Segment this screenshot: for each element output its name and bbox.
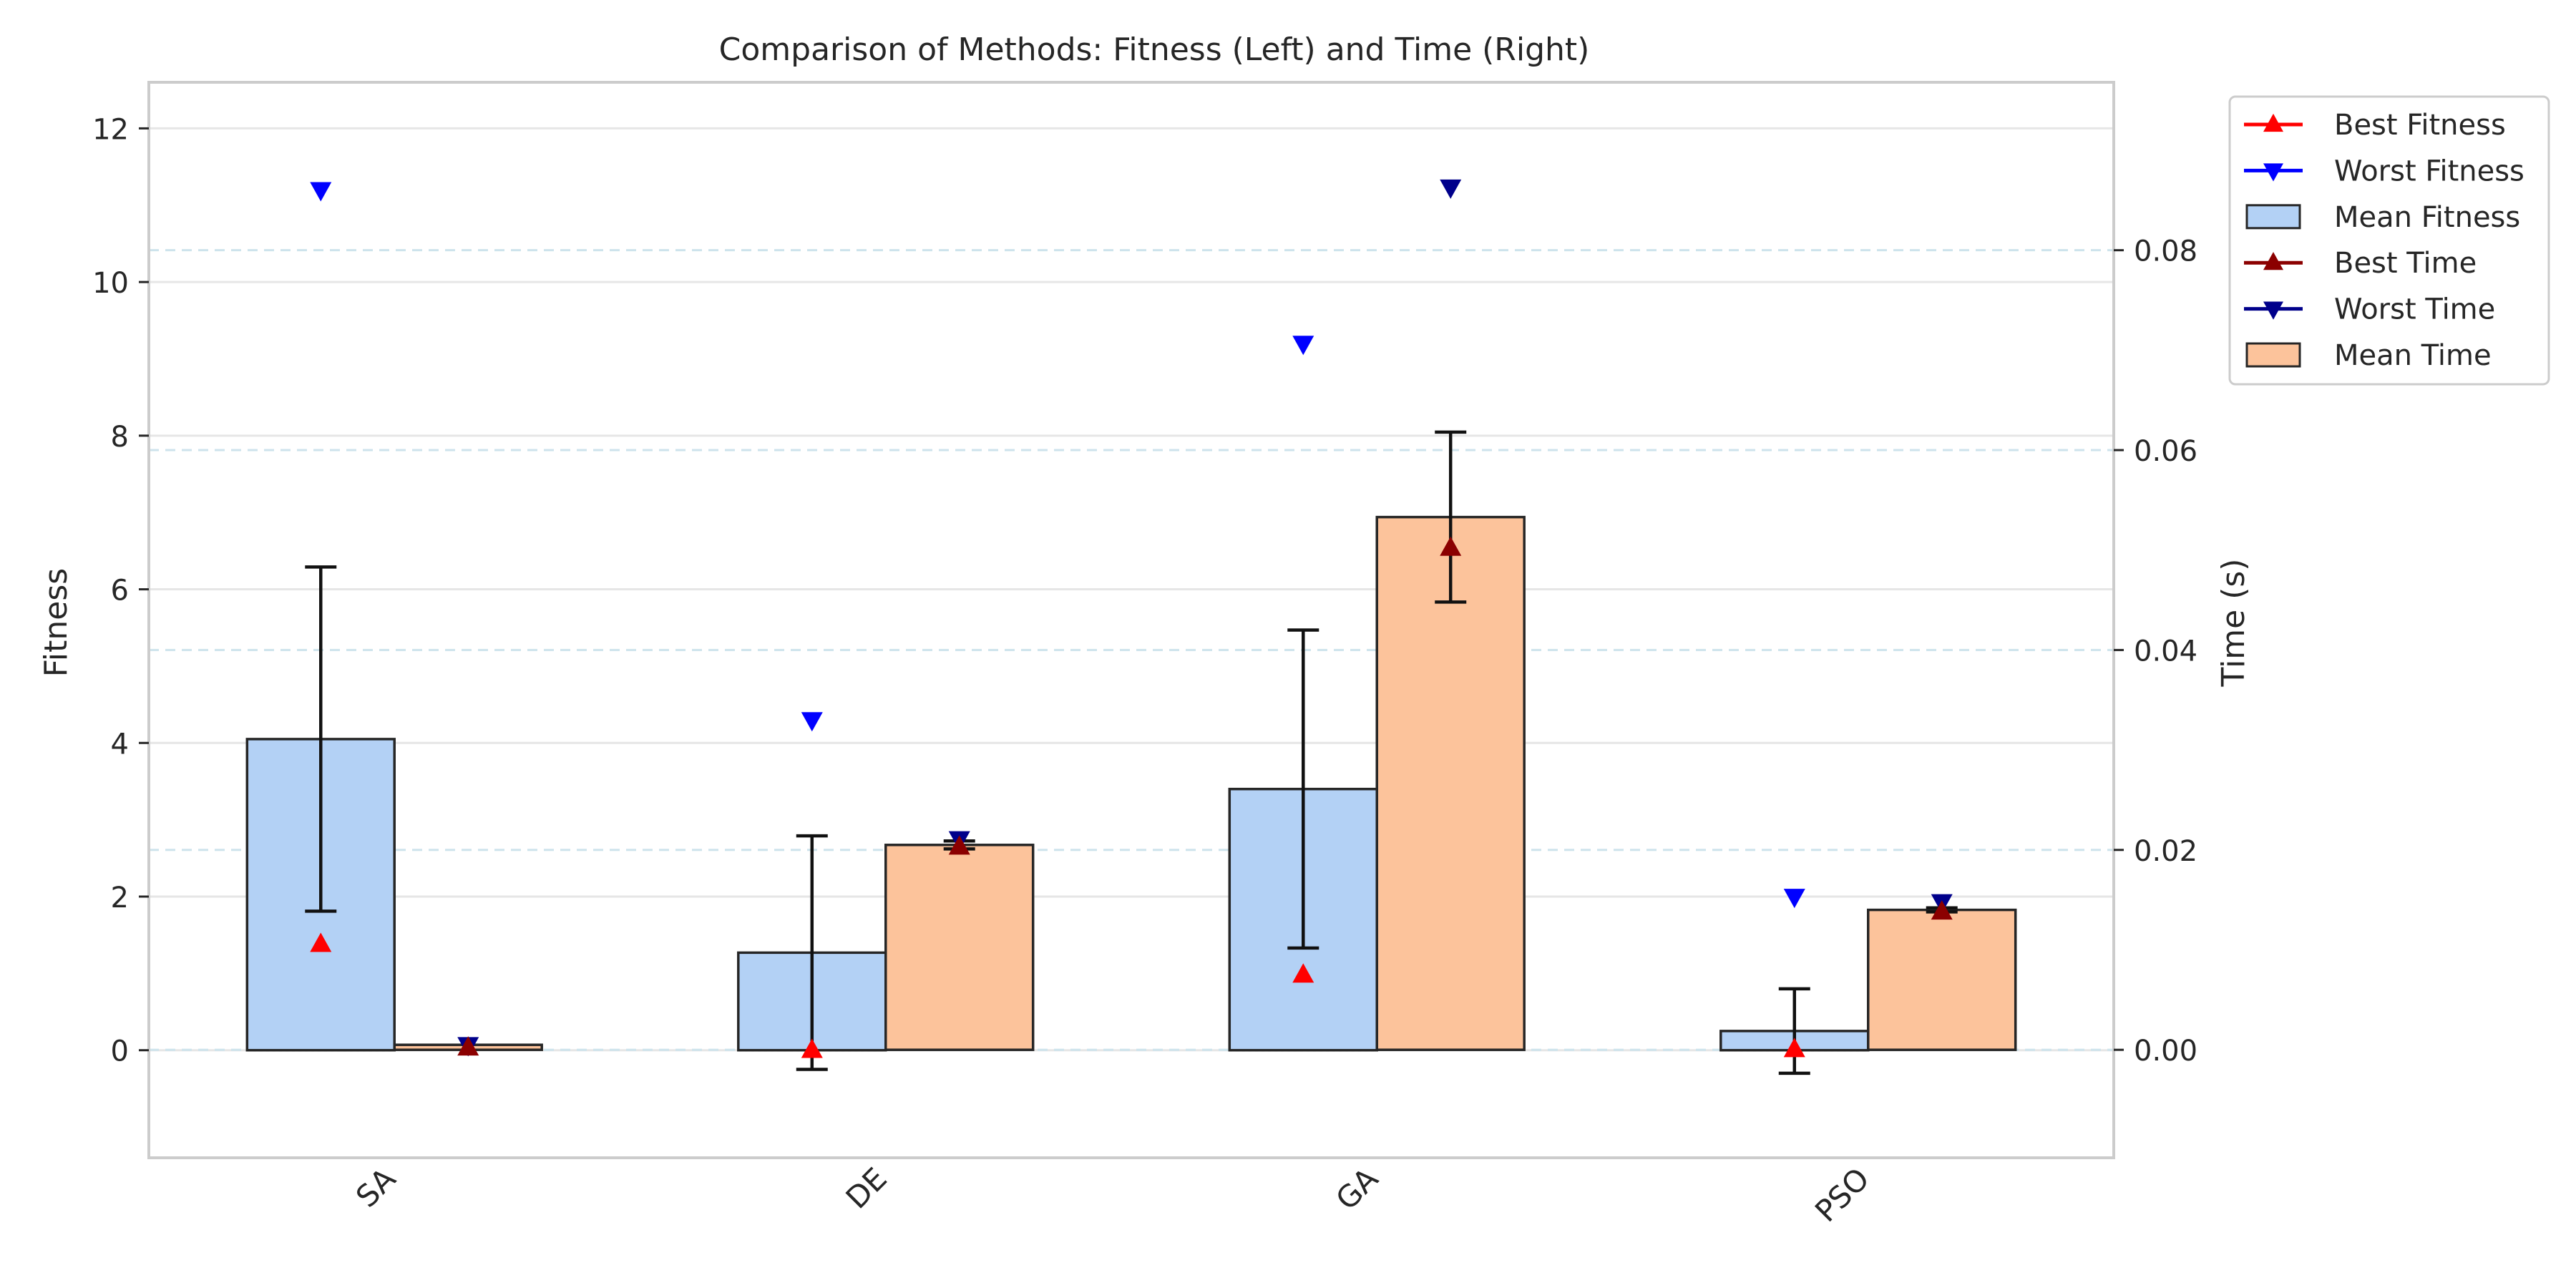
left-tick-label: 4 — [111, 728, 129, 761]
left-tick-label: 8 — [111, 421, 129, 454]
plot-border — [147, 81, 2115, 1159]
legend: Best Fitness Worst Fitness Mean Fitness Bes… — [2228, 95, 2550, 386]
y-axis-right-label: Time (s) — [2215, 559, 2252, 688]
worst-fitness-marker — [1783, 889, 1805, 909]
best-fitness-marker — [801, 1038, 823, 1058]
legend-marker — [2263, 163, 2283, 182]
legend-swatch — [2245, 204, 2301, 230]
left-tick-label: 0 — [111, 1035, 129, 1068]
chart-title: Comparison of Methods: Fitness (Left) an… — [719, 31, 1590, 68]
legend-label: Mean Fitness — [2334, 201, 2520, 234]
left-tick-label: 12 — [92, 113, 129, 146]
right-tick-label: 0.04 — [2134, 635, 2197, 668]
worst-fitness-marker — [310, 182, 332, 202]
legend-swatch — [2245, 342, 2301, 368]
best-time-marker — [457, 1036, 479, 1056]
best-fitness-marker — [310, 932, 332, 952]
y-axis-left-label: Fitness — [38, 568, 74, 677]
worst-fitness-marker — [801, 712, 823, 732]
right-tick-label: 0.08 — [2134, 235, 2197, 268]
legend-label: Worst Time — [2334, 293, 2495, 326]
mean-time-bar — [1867, 908, 2017, 1051]
legend-marker — [2263, 113, 2283, 132]
grid-layer — [149, 127, 2114, 1052]
best-time-marker — [1931, 900, 1953, 920]
right-tick-label: 0.06 — [2134, 435, 2197, 468]
error-bars-layer — [305, 430, 1958, 1075]
left-tick-label: 6 — [111, 575, 129, 608]
legend-marker — [2263, 301, 2283, 320]
legend-label: Mean Time — [2334, 339, 2492, 372]
legend-label: Best Fitness — [2334, 109, 2506, 142]
right-tick-label: 0.00 — [2134, 1035, 2197, 1068]
left-tick-label: 2 — [111, 882, 129, 914]
worst-fitness-marker — [1292, 336, 1314, 356]
right-tick-label: 0.02 — [2134, 835, 2197, 868]
mean-time-bar — [884, 844, 1035, 1051]
x-tick-label: SA — [349, 1161, 403, 1214]
legend-marker — [2263, 252, 2283, 270]
plot-frame — [147, 81, 2115, 1159]
legend-box — [2228, 95, 2550, 386]
legend-label: Worst Fitness — [2334, 155, 2524, 187]
worst-time-marker — [1440, 179, 1462, 199]
x-tick-label: GA — [1329, 1161, 1385, 1216]
mean-time-bar — [1375, 515, 1526, 1051]
legend-label: Best Time — [2334, 247, 2477, 280]
best-fitness-marker — [1783, 1038, 1805, 1058]
x-tick-label: PSO — [1808, 1161, 1876, 1229]
axes-layer: 0 2 4 6 8 10 12 0.00 0.02 0.04 0.06 0.08 SA DE GA PSO — [92, 113, 2197, 1229]
left-tick-label: 10 — [92, 267, 129, 300]
bars-layer — [245, 515, 2017, 1052]
markers-layer — [310, 179, 1953, 1058]
best-time-marker — [1440, 536, 1462, 556]
best-fitness-marker — [1292, 963, 1314, 983]
best-time-marker — [948, 835, 970, 855]
x-tick-label: DE — [839, 1161, 894, 1215]
